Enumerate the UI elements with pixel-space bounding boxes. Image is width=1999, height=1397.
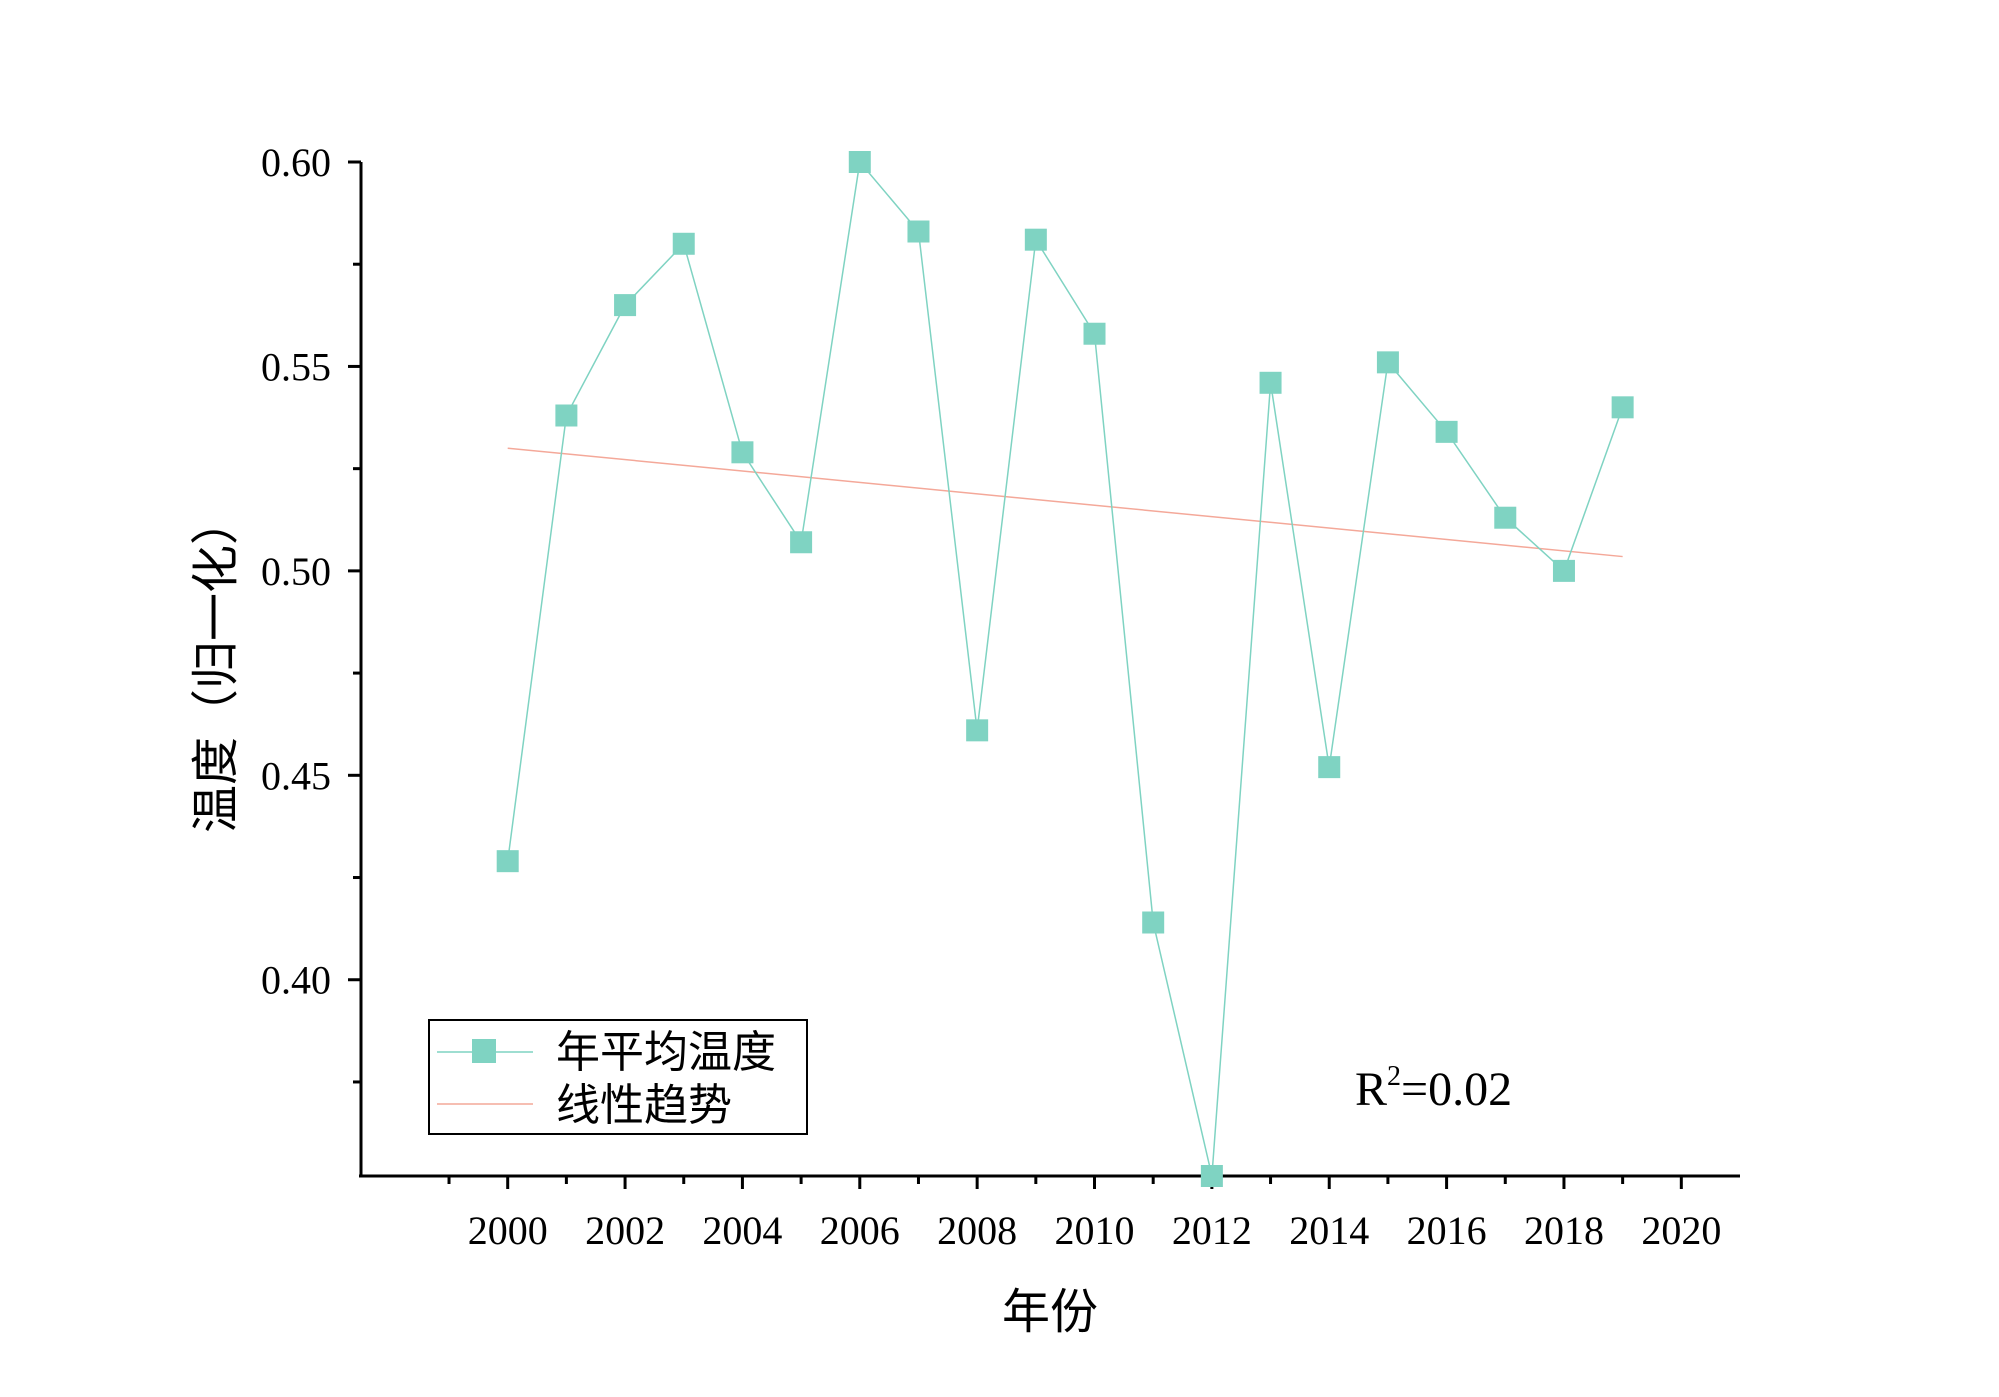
data-point-marker: [1611, 396, 1634, 419]
data-point-marker: [1494, 506, 1517, 529]
data-point-marker: [1259, 371, 1282, 394]
data-point-marker: [1142, 911, 1165, 934]
legend-label-series: 年平均温度: [556, 1028, 776, 1077]
data-point-marker: [848, 151, 871, 173]
x-tick-label: 2014: [1289, 1208, 1369, 1253]
plot-area: 2000 2002 2004 2006 2008 2010 2012 2014 2016 2018…: [261, 140, 1740, 1253]
data-point-marker: [731, 441, 754, 464]
data-point-marker: [614, 294, 637, 317]
series-line: [506, 160, 1624, 1177]
data-point-marker: [555, 404, 578, 427]
r-squared-annotation: R2=0.02: [1355, 1061, 1512, 1116]
r-squared-base: R: [1355, 1063, 1387, 1116]
data-point-marker: [790, 531, 813, 554]
x-tick-label: 2000: [468, 1208, 548, 1253]
data-point-marker: [907, 220, 930, 243]
y-tick-label: 0.45: [261, 753, 331, 798]
x-tick-label: 2010: [1055, 1208, 1135, 1253]
data-point-marker: [1200, 1165, 1223, 1187]
data-point-marker: [1552, 559, 1575, 582]
y-axis-title: 温度（归一化）: [190, 497, 243, 833]
x-tick-label: 2002: [585, 1208, 665, 1253]
data-point-marker: [1024, 228, 1047, 251]
y-tick-label: 0.55: [261, 344, 331, 389]
x-tick-label: 2012: [1172, 1208, 1252, 1253]
y-tick-label: 0.50: [261, 549, 331, 594]
y-tick-label: 0.40: [261, 958, 331, 1003]
x-tick-label: 2006: [820, 1208, 900, 1253]
x-tick-label: 2020: [1641, 1208, 1721, 1253]
trend-line: [507, 447, 1623, 558]
series-layer: [496, 151, 1634, 1187]
legend: 年平均温度 线性趋势: [428, 1019, 808, 1135]
legend-label-trend: 线性趋势: [556, 1081, 732, 1130]
data-point-marker: [1318, 756, 1341, 779]
data-point-marker: [966, 719, 989, 742]
data-point-marker: [1376, 351, 1399, 374]
data-point-marker: [496, 850, 519, 873]
y-ticks: 0.40 0.45 0.50 0.55 0.60: [261, 140, 361, 1084]
r-squared-exponent: 2: [1387, 1061, 1401, 1092]
legend-swatch-series-marker: [472, 1039, 496, 1063]
x-tick-label: 2018: [1524, 1208, 1604, 1253]
x-tick-label: 2004: [702, 1208, 782, 1253]
x-axis-title: 年份: [1002, 1286, 1098, 1339]
data-point-marker: [1435, 420, 1458, 443]
x-ticks: 2000 2002 2004 2006 2008 2010 2012 2014 2016 2018…: [447, 1176, 1721, 1253]
data-point-marker: [672, 232, 695, 255]
x-tick-label: 2008: [937, 1208, 1017, 1253]
y-tick-label: 0.60: [261, 140, 331, 185]
r-squared-value: =0.02: [1401, 1063, 1512, 1116]
trend-layer: [507, 447, 1623, 558]
data-point-marker: [1083, 322, 1106, 345]
x-tick-label: 2016: [1407, 1208, 1487, 1253]
